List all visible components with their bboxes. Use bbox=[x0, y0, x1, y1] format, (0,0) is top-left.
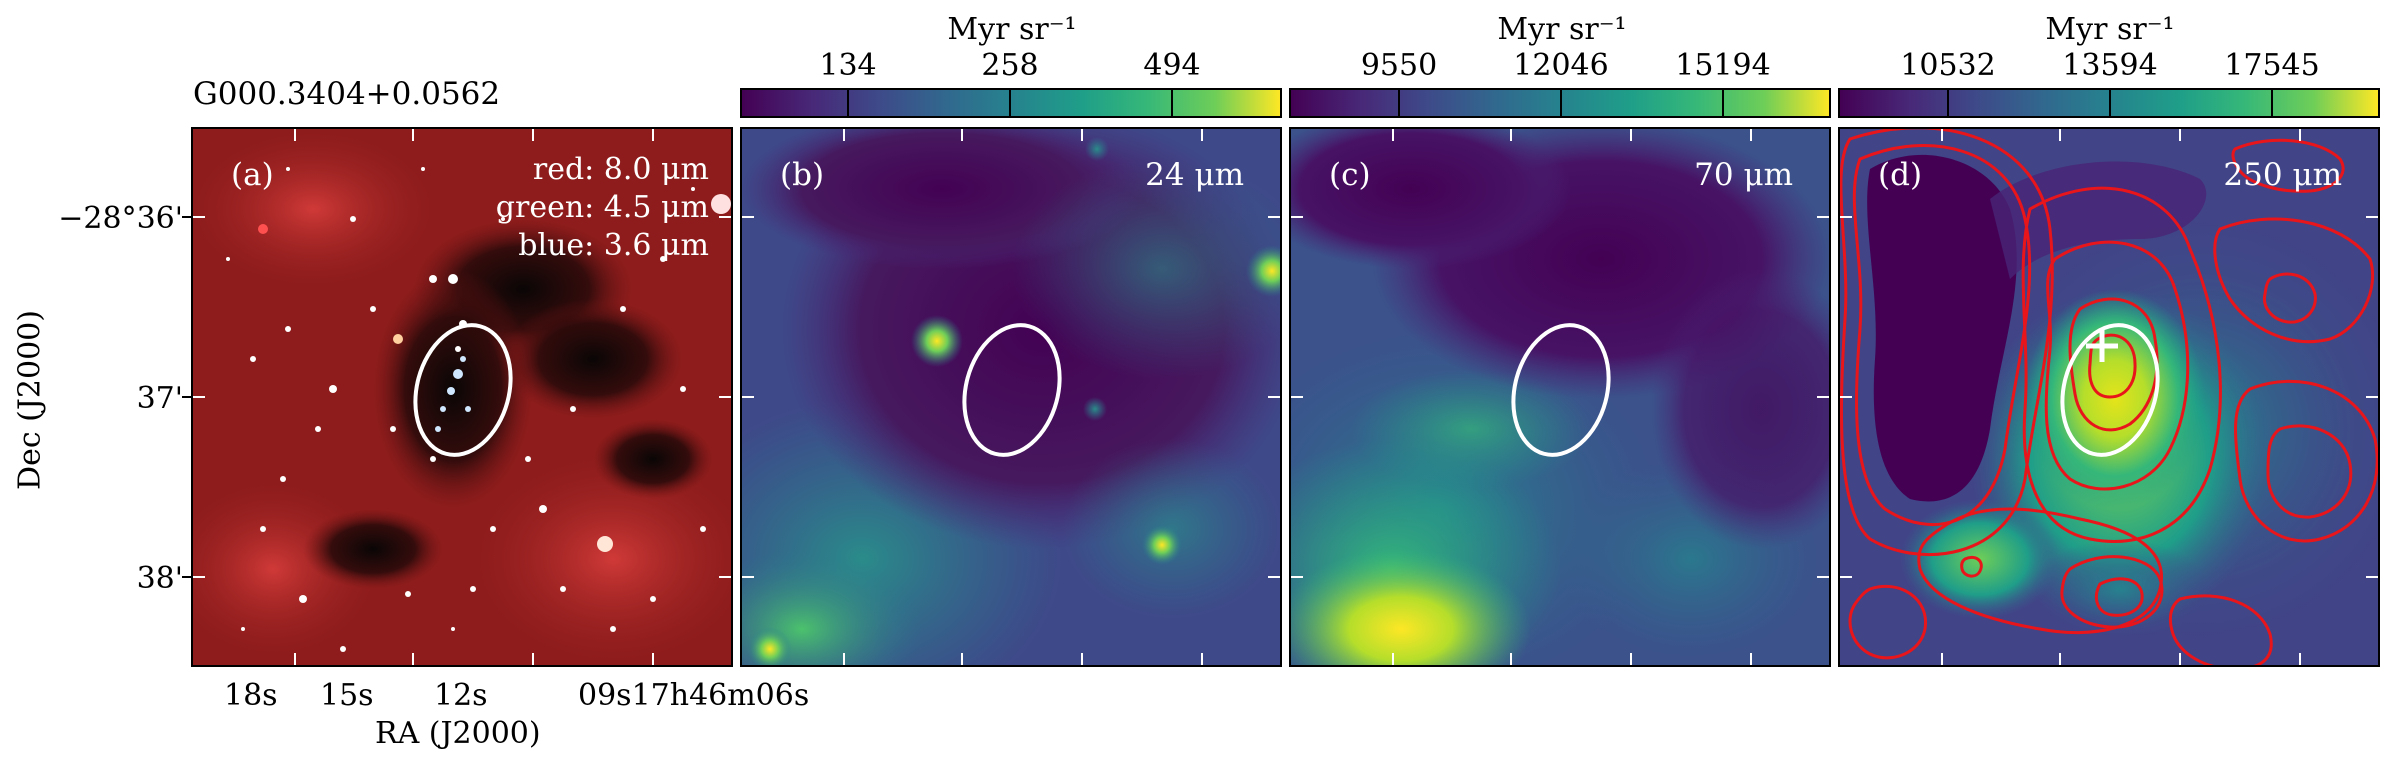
colorbar-gradient bbox=[1291, 90, 1829, 116]
panel-label: (d) bbox=[1878, 157, 1923, 193]
colorbar-tick-label: 494 bbox=[1143, 48, 1201, 83]
colorbar-tick-label: 9550 bbox=[1360, 48, 1438, 83]
panel-b-24um: (b) 24 μm bbox=[740, 127, 1282, 667]
colorbar-c bbox=[1289, 88, 1831, 118]
panel-c-image bbox=[1291, 129, 1829, 665]
rgb-legend-green: green: 4.5 μm bbox=[495, 190, 709, 225]
source-name: G000.3404+0.0562 bbox=[193, 76, 501, 112]
colorbar-tick-label: 134 bbox=[819, 48, 877, 83]
colorbar-d bbox=[1838, 88, 2380, 118]
colorbar-unit: Myr sr⁻¹ bbox=[2045, 12, 2175, 47]
contour-lines bbox=[1840, 129, 2378, 665]
panel-a-image bbox=[193, 129, 731, 665]
source-ellipse bbox=[413, 323, 513, 457]
source-ellipse bbox=[1511, 323, 1611, 457]
rgb-legend: red: 8.0 μm green: 4.5 μm blue: 3.6 μm bbox=[496, 151, 709, 265]
panel-d-250um: (d) 250 μm bbox=[1838, 127, 2380, 667]
colorbar-tick-label: 15194 bbox=[1675, 48, 1771, 83]
peak-marker-icon bbox=[2086, 330, 2118, 362]
wavelength-label: 24 μm bbox=[1145, 157, 1244, 193]
colorbar-tick-label: 10532 bbox=[1900, 48, 1996, 83]
y-tick-label: 38' bbox=[136, 561, 183, 596]
x-tick-label: 12s bbox=[434, 678, 488, 713]
rgb-legend-blue: blue: 3.6 μm bbox=[518, 228, 709, 263]
source-ellipse bbox=[2060, 323, 2160, 457]
colorbar-unit: Myr sr⁻¹ bbox=[947, 12, 1077, 47]
panel-d-image bbox=[1840, 129, 2378, 665]
y-tick-label: 37' bbox=[136, 381, 183, 416]
colorbar-tick-label: 258 bbox=[981, 48, 1039, 83]
colorbar-gradient bbox=[1840, 90, 2378, 116]
colorbar-b bbox=[740, 88, 1282, 118]
x-tick-label: 15s bbox=[320, 678, 374, 713]
panel-label: (a) bbox=[231, 157, 274, 193]
panel-a-rgb-image: (a) red: 8.0 μm green: 4.5 μm blue: 3.6 … bbox=[191, 127, 733, 667]
colorbar-tick-label: 12046 bbox=[1513, 48, 1609, 83]
panel-label: (c) bbox=[1329, 157, 1371, 193]
source-ellipse bbox=[962, 323, 1062, 457]
panel-b-image bbox=[742, 129, 1280, 665]
colorbar-unit: Myr sr⁻¹ bbox=[1497, 12, 1627, 47]
rgb-legend-red: red: 8.0 μm bbox=[532, 152, 709, 187]
wavelength-label: 250 μm bbox=[2223, 157, 2342, 193]
x-axis-label: RA (J2000) bbox=[375, 716, 541, 751]
colorbar-tick-label: 17545 bbox=[2224, 48, 2320, 83]
panel-c-70um: (c) 70 μm bbox=[1289, 127, 1831, 667]
y-tick-label: −28°36' bbox=[58, 201, 183, 236]
wavelength-label: 70 μm bbox=[1694, 157, 1793, 193]
panel-label: (b) bbox=[780, 157, 825, 193]
x-tick-label: 18s bbox=[224, 678, 278, 713]
colorbar-tick-label: 13594 bbox=[2062, 48, 2158, 83]
colorbar-gradient bbox=[742, 90, 1280, 116]
x-tick-label: 09s17h46m06s bbox=[578, 678, 810, 713]
